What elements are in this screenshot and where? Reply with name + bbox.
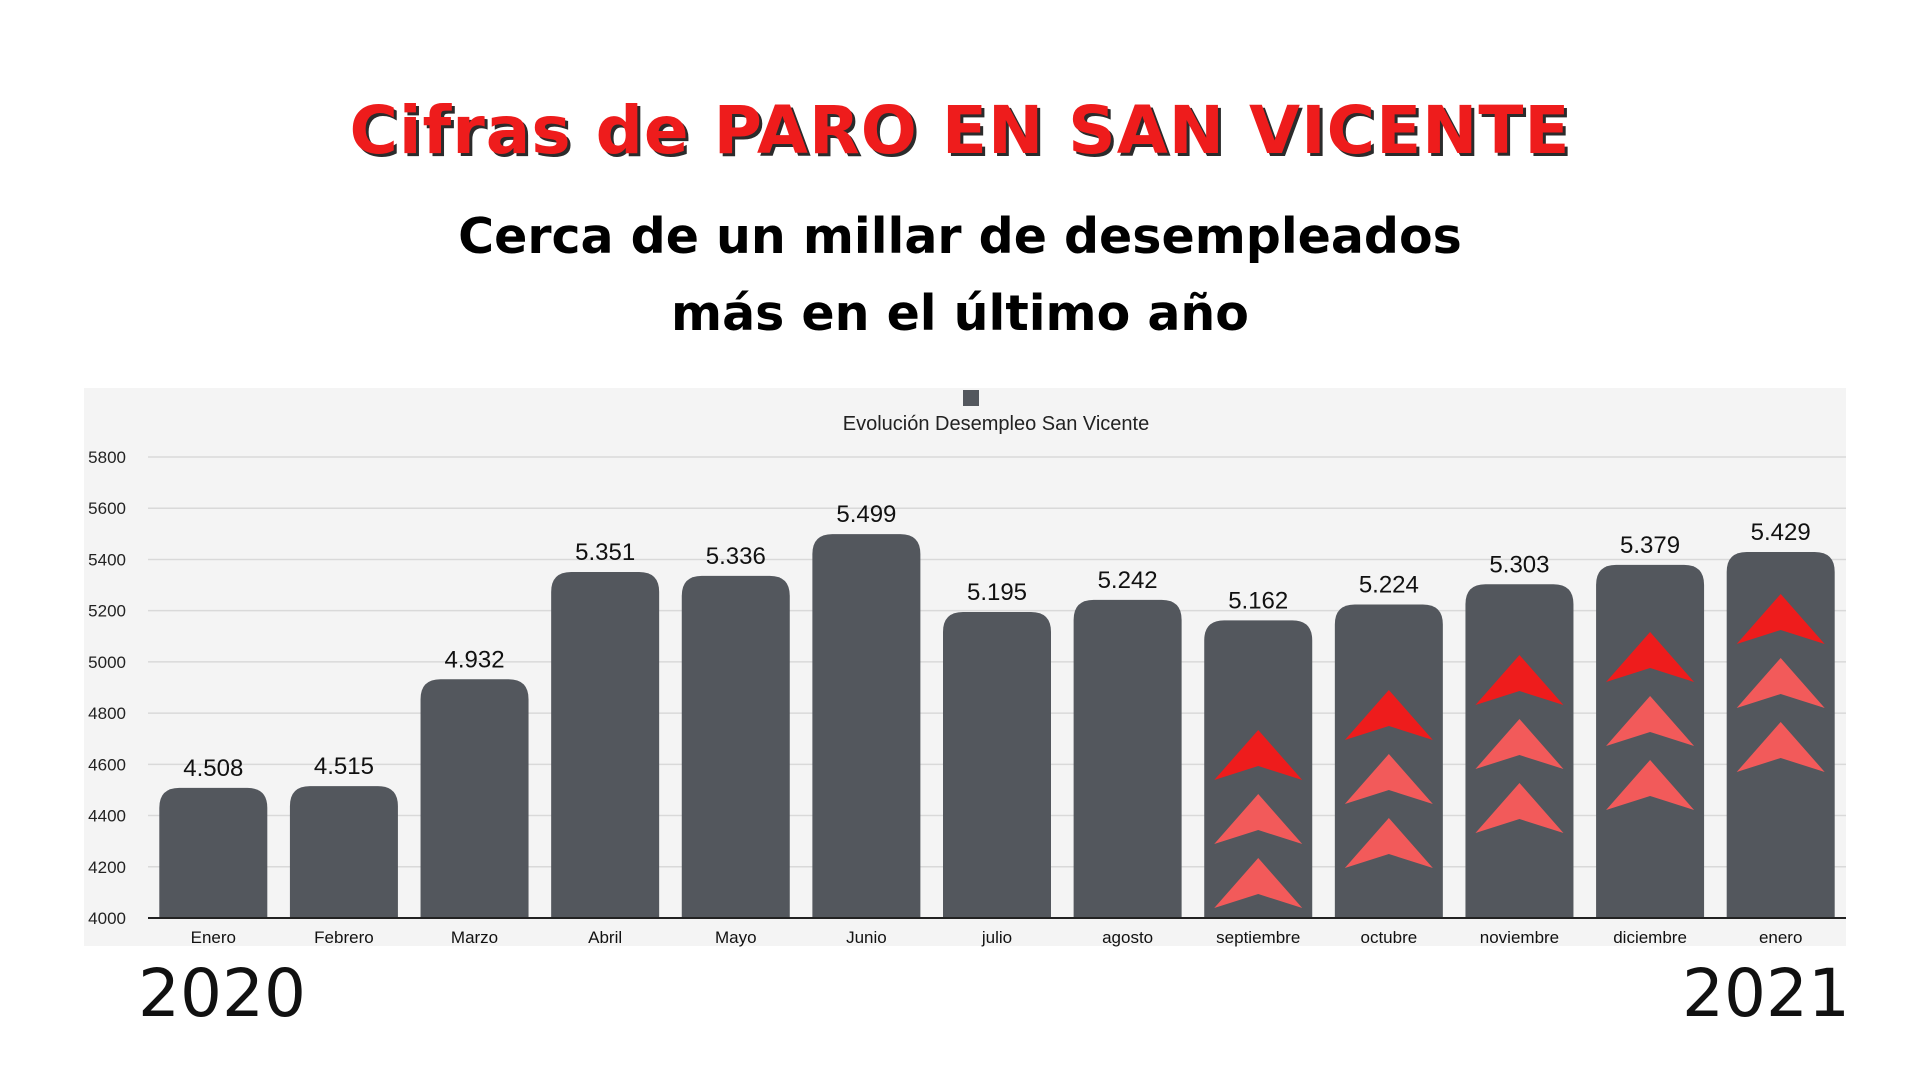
data-label: 4.508 [183,755,243,782]
y-tick-label: 5400 [88,550,126,569]
data-label: 5.303 [1489,551,1549,578]
bar [289,786,398,918]
subheadline-line-1: Cerca de un millar de desempleados [458,208,1462,265]
x-tick-label: noviembre [1480,928,1559,947]
x-tick-label: octubre [1360,928,1417,947]
up-arrow-icon [1606,696,1695,746]
bar [1204,620,1313,918]
data-label: 4.932 [445,646,505,673]
data-label: 5.499 [836,501,896,528]
y-tick-label: 4000 [88,909,126,928]
up-arrow-icon [1214,730,1303,780]
data-label: 5.429 [1751,519,1811,546]
data-label: 5.162 [1228,587,1288,614]
x-tick-label: Marzo [451,928,498,947]
bar [812,534,921,918]
up-arrow-icon [1214,858,1303,908]
bar [420,679,529,918]
x-tick-label: Mayo [715,928,757,947]
year-end-label: 2021 [1682,955,1850,1032]
up-arrow-icon [1344,818,1433,868]
y-tick-label: 4600 [88,755,126,774]
x-tick-label: enero [1759,928,1802,947]
bar [1073,599,1182,918]
y-tick-label: 5200 [88,602,126,621]
y-tick-label: 5000 [88,653,126,672]
x-tick-label: agosto [1102,928,1153,947]
subheadline-line-2: más en el último año [671,285,1249,342]
up-arrow-icon [1344,754,1433,804]
y-tick-label: 4800 [88,704,126,723]
headline: Cifras de PARO EN SAN VICENTE [349,92,1571,169]
up-arrow-icon [1736,722,1825,772]
year-start-label: 2020 [138,955,306,1032]
x-tick-label: Enero [191,928,236,947]
bar [943,611,1051,918]
x-tick-label: julio [981,928,1012,947]
up-arrow-icon [1214,794,1303,844]
up-arrow-icon [1475,783,1564,833]
up-arrow-icon [1606,760,1695,810]
data-label: 5.336 [706,543,766,570]
bar [551,571,660,918]
data-label: 5.195 [967,579,1027,606]
bar [681,575,790,918]
y-tick-label: 5800 [88,448,126,467]
x-tick-label: septiembre [1216,928,1300,947]
data-label: 5.242 [1098,567,1158,594]
y-tick-label: 4200 [88,858,126,877]
up-arrow-icon [1344,690,1433,740]
data-label: 5.224 [1359,572,1419,599]
up-arrow-icon [1736,594,1825,644]
chart-title: Evolución Desempleo San Vicente [843,413,1149,435]
data-label: 4.515 [314,753,374,780]
y-tick-label: 4400 [88,807,126,826]
up-arrow-icon [1736,658,1825,708]
x-tick-label: Febrero [314,928,374,947]
up-arrow-icon [1475,719,1564,769]
up-arrow-icon [1606,632,1695,682]
y-tick-label: 5600 [88,499,126,518]
data-label: 5.379 [1620,532,1680,559]
legend-swatch [963,390,979,406]
bar [1596,564,1705,918]
bar [159,787,268,918]
data-label: 5.351 [575,539,635,566]
x-tick-label: diciembre [1613,928,1687,947]
x-tick-label: Junio [846,928,887,947]
x-tick-label: Abril [588,928,622,947]
up-arrow-icon [1475,655,1564,705]
